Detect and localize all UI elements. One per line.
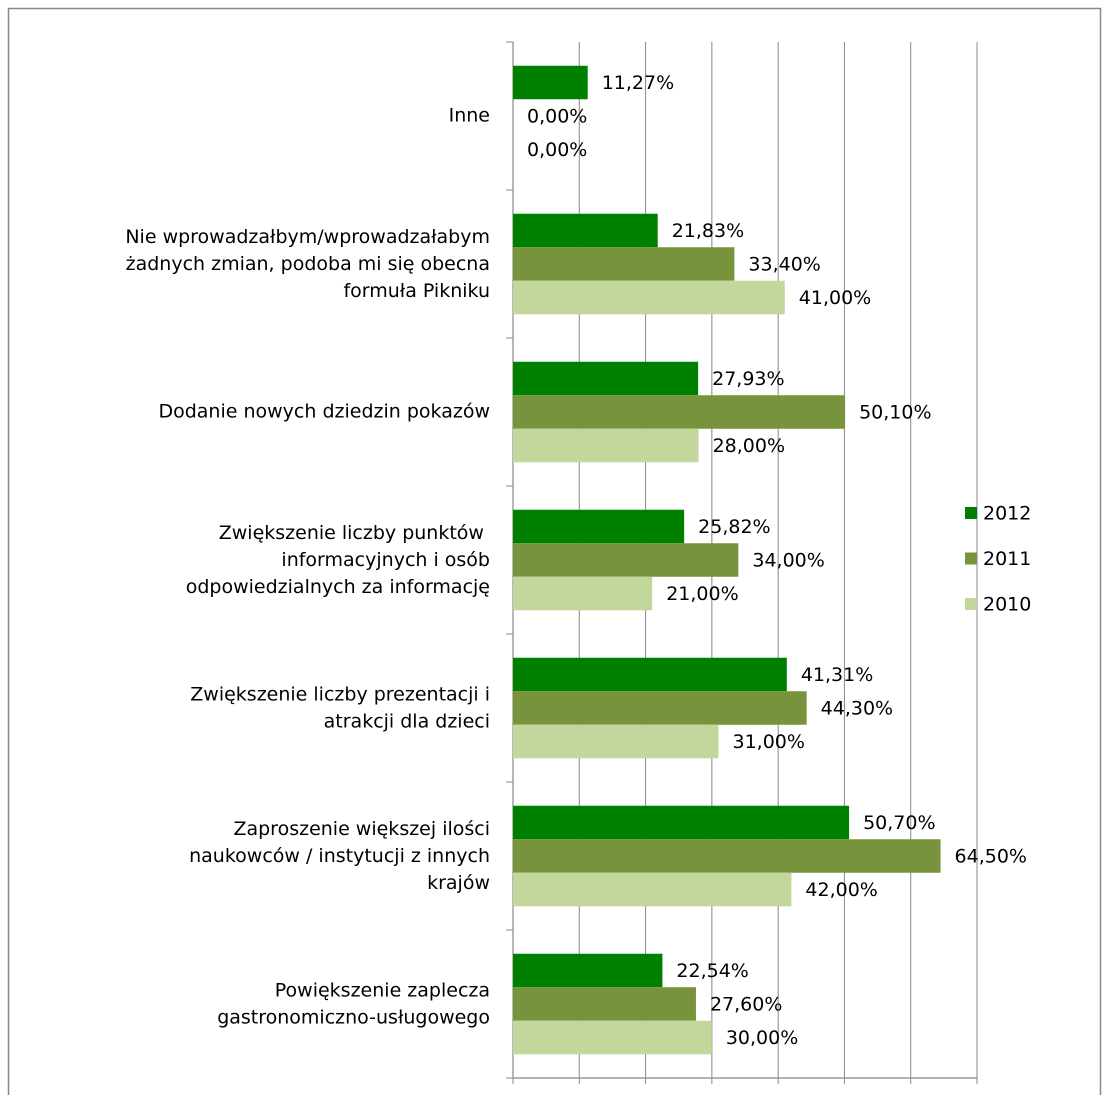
bar xyxy=(513,657,787,692)
legend-label: 2011 xyxy=(983,548,1031,570)
data-label: 21,83% xyxy=(672,220,744,242)
data-label: 33,40% xyxy=(748,254,820,276)
category-label: Inne xyxy=(449,105,490,127)
category-label: Zaproszenie większej ilości naukowców / i… xyxy=(189,818,490,894)
data-label: 34,00% xyxy=(752,550,824,572)
data-label: 50,10% xyxy=(859,402,931,424)
bar xyxy=(513,361,699,396)
data-label: 41,31% xyxy=(801,664,873,686)
category-label: Nie wprowadzałbym/wprowadzałabym żadnych … xyxy=(125,226,490,302)
bar xyxy=(513,213,658,248)
data-label: 0,00% xyxy=(527,139,587,161)
data-label: 21,00% xyxy=(666,583,738,605)
data-label: 30,00% xyxy=(726,1027,798,1049)
data-label: 28,00% xyxy=(713,435,785,457)
bar xyxy=(513,691,807,725)
bar xyxy=(513,953,663,988)
legend-swatch xyxy=(965,598,977,610)
data-label: 0,00% xyxy=(527,106,587,128)
bar xyxy=(513,724,719,759)
bar xyxy=(513,987,696,1021)
bar xyxy=(513,805,850,840)
category-label: Dodanie nowych dziedzin pokazów xyxy=(158,401,490,423)
bar xyxy=(513,839,941,873)
data-label: 22,54% xyxy=(676,960,748,982)
category-label: Zwiększenie liczby punktów informacyjnyc… xyxy=(186,522,490,598)
bar xyxy=(513,428,699,463)
bar xyxy=(513,247,735,281)
legend-swatch xyxy=(965,507,977,519)
legend-swatch xyxy=(965,552,977,565)
data-label: 44,30% xyxy=(821,698,893,720)
data-label: 25,82% xyxy=(698,516,770,538)
data-label: 11,27% xyxy=(602,72,674,94)
bar xyxy=(513,543,739,577)
bar xyxy=(513,576,653,611)
bar xyxy=(513,395,846,429)
category-label: Zwiększenie liczby prezentacji i atrakcji… xyxy=(190,683,490,732)
data-label: 27,93% xyxy=(712,368,784,390)
data-label: 31,00% xyxy=(732,731,804,753)
category-label: Powiększenie zaplecza gastronomiczno-usłu… xyxy=(217,979,490,1028)
bar xyxy=(513,872,792,907)
data-label: 42,00% xyxy=(805,879,877,901)
legend-label: 2012 xyxy=(983,503,1031,525)
data-label: 41,00% xyxy=(799,287,871,309)
bar xyxy=(513,509,685,544)
data-label: 50,70% xyxy=(863,812,935,834)
data-label: 27,60% xyxy=(710,994,782,1016)
bar xyxy=(513,65,588,100)
bar xyxy=(513,1020,712,1055)
data-label: 64,50% xyxy=(955,846,1027,868)
legend-label: 2010 xyxy=(983,594,1031,616)
bar xyxy=(513,280,785,315)
